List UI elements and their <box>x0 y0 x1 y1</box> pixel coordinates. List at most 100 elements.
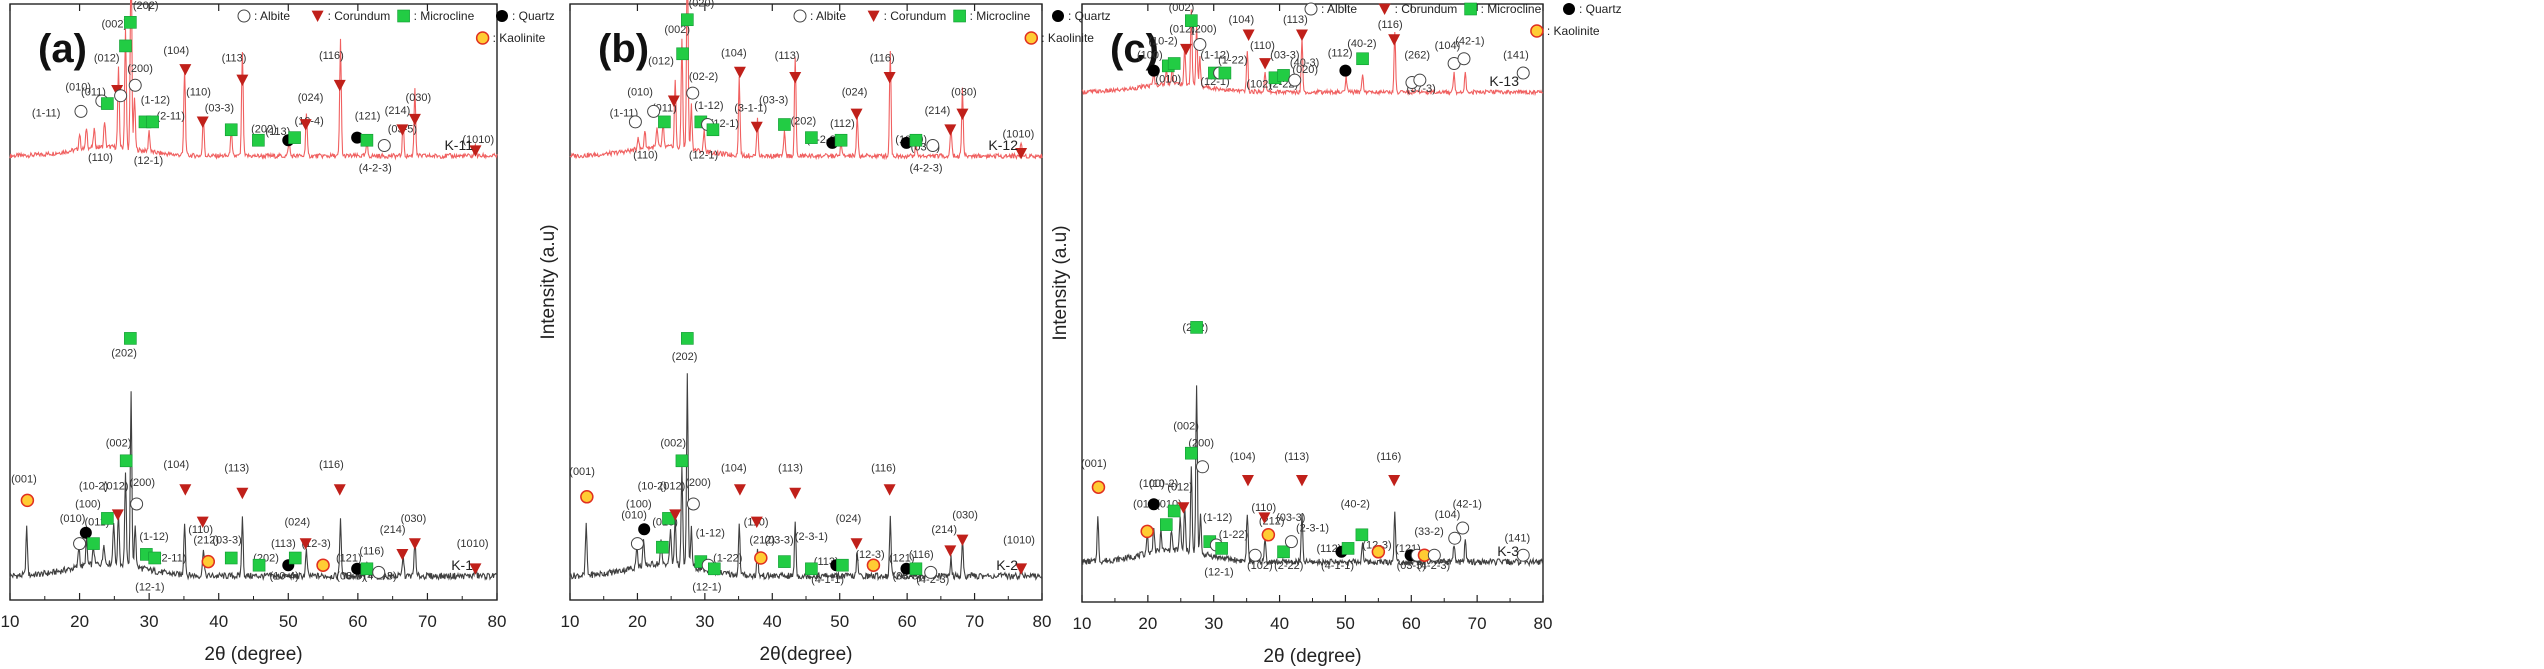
peak-index-label: (112) <box>830 118 855 130</box>
legend-corundum-icon <box>311 10 324 22</box>
corundum-marker <box>408 538 421 550</box>
legend-microcline-icon <box>397 9 410 23</box>
sample-name: K-13 <box>1489 73 1519 89</box>
chart-panel-b: 10 20 30 40 50 60 70 80 2θ(degree) Intensity (a.u… <box>538 0 1111 665</box>
peak-index-label: (104) <box>721 463 747 475</box>
peak-index-label: (024) <box>842 87 868 99</box>
peak-index-label: (100) <box>75 499 101 511</box>
kaolinite-marker <box>1140 524 1154 539</box>
plot-frame <box>1081 3 1544 603</box>
peak-index-label: (214) <box>385 105 411 117</box>
peak-index-label: (03-3) <box>1270 50 1299 62</box>
peak-index-label: (141) <box>1503 50 1529 62</box>
x-tick-label: 80 <box>1033 612 1052 631</box>
legend-albite-icon <box>1304 2 1318 16</box>
peak-index-label: (214) <box>931 524 957 536</box>
microcline-marker <box>778 118 791 131</box>
peak-index-label: (1-11) <box>610 108 639 120</box>
peak-index-label: (214) <box>925 105 951 117</box>
x-tick-label: 30 <box>1204 614 1223 633</box>
corundum-marker <box>299 119 312 131</box>
sample-name: K-1 <box>451 557 473 573</box>
microcline-marker <box>805 562 818 576</box>
corundum-marker <box>956 534 969 546</box>
sample-name: K-11 <box>444 137 473 153</box>
peak-index-label: (110) <box>186 87 211 99</box>
x-axis-label: 2θ (degree) <box>204 644 302 665</box>
x-tick-label: 20 <box>70 612 89 631</box>
peak-index-label: (116) <box>359 545 384 557</box>
corundum-marker <box>789 71 802 84</box>
legend-microcline-icon <box>1464 2 1477 16</box>
x-tick-label: 70 <box>418 612 437 631</box>
kaolinite-marker <box>1371 545 1386 559</box>
peak-index-label: (141) <box>1504 533 1530 545</box>
peak-index-label: (112) <box>1317 543 1342 555</box>
peak-index-label: (2-22) <box>1274 560 1303 572</box>
peak-index-label: (104) <box>1435 509 1461 521</box>
peak-index-label: (03-3) <box>205 102 234 114</box>
quartz-marker <box>1147 64 1160 77</box>
legend-label-albite: : Albite <box>810 9 846 23</box>
peak-index-label: (001) <box>569 466 595 478</box>
series-K-11: (1-11)(010)(011)(002)(012)(202)(200)(104… <box>9 0 498 175</box>
peak-index-label: (1-12) <box>139 531 168 543</box>
microcline-marker <box>805 131 818 144</box>
peak-index-label: (2-11) <box>156 110 185 122</box>
peak-index-label: (12-1) <box>134 155 163 167</box>
peak-index-label: (116) <box>319 459 344 471</box>
peak-index-label: (012) <box>660 481 686 493</box>
legend-microcline-icon <box>953 9 966 23</box>
albite-marker <box>1456 521 1470 535</box>
corundum-marker <box>396 549 409 561</box>
quartz-marker <box>1339 64 1352 77</box>
peak-index-label: (1010) <box>1003 535 1035 547</box>
corundum-marker <box>1180 43 1193 56</box>
corundum-marker <box>1388 34 1401 46</box>
peak-index-label: (104) <box>1229 14 1255 26</box>
legend-label-microcline: : Microcline <box>414 9 475 23</box>
microcline-marker <box>252 558 266 572</box>
peak-index-label: (012) <box>94 53 120 65</box>
peak-index-label: (1-11) <box>32 108 61 120</box>
y-axis-label: Intensity (a.u) <box>538 224 559 339</box>
corundum-marker <box>1295 475 1308 487</box>
peak-index-label: (104) <box>163 45 189 57</box>
microcline-marker <box>148 551 162 565</box>
albite-marker <box>377 138 391 152</box>
microcline-marker <box>101 512 114 525</box>
peak-index-label: (110) <box>1251 502 1276 514</box>
albite-marker <box>1248 548 1262 562</box>
corundum-marker <box>179 484 192 496</box>
peak-index-label: (42-1) <box>1453 499 1482 511</box>
microcline-marker <box>124 332 137 345</box>
sample-name: K-3 <box>1497 543 1519 559</box>
microcline-marker <box>675 454 689 468</box>
peak-index-label: (002) <box>1169 2 1195 14</box>
peak-index-label: (202) <box>672 351 698 363</box>
peak-index-label: (33-2) <box>1414 526 1443 538</box>
peak-index-label: (030) <box>401 513 427 525</box>
legend-albite-icon <box>237 9 251 23</box>
legend: : Albite: Corundum: Microcline: Quartz: … <box>793 9 1111 45</box>
albite-marker <box>1516 548 1530 562</box>
quartz-marker <box>351 562 364 575</box>
microcline-marker <box>834 133 848 147</box>
albite-marker <box>686 497 700 511</box>
corundum-marker <box>944 545 957 557</box>
peak-index-label: (12-1) <box>1204 567 1233 579</box>
legend-quartz-icon <box>1563 3 1575 15</box>
panel-label: (c) <box>1110 27 1159 71</box>
peak-index-label: (1-12) <box>694 100 723 112</box>
microcline-marker <box>681 332 694 345</box>
chart-panel-c: 10 20 30 40 50 60 70 80 2θ (degree) Intensity (a.… <box>1050 2 1622 667</box>
kaolinite-marker <box>754 551 768 565</box>
microcline-marker <box>1277 545 1290 559</box>
corundum-marker <box>408 113 421 126</box>
peak-index-label: (116) <box>870 53 895 65</box>
corundum-marker <box>1388 475 1401 487</box>
peak-index-label: (024) <box>298 92 324 104</box>
peak-index-label: (102) <box>1246 78 1272 90</box>
peak-index-label: (104) <box>1435 40 1461 52</box>
